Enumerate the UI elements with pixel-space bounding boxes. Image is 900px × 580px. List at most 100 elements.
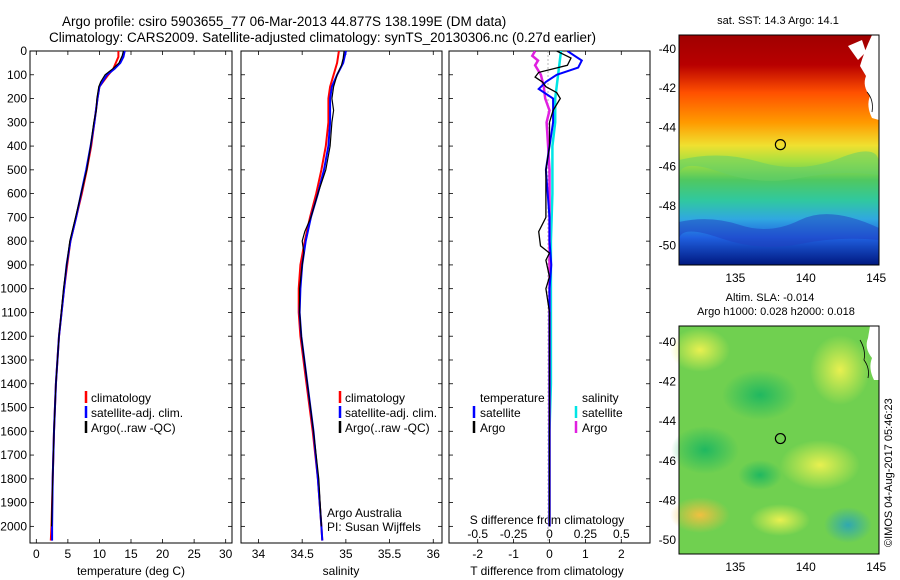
sst-lon-tick: 140 — [796, 271, 816, 285]
sst-cold-band — [679, 214, 879, 247]
depth-tick-label: 1800 — [0, 472, 27, 486]
salinity-climatology-line — [297, 51, 340, 541]
sal-tick-label: 34.5 — [290, 547, 314, 561]
sla-anomaly-blob — [824, 507, 872, 543]
sdiff-tick-label: 0.5 — [613, 527, 630, 541]
sst-lon-tick: 145 — [866, 271, 886, 285]
temp-tick-label: 15 — [124, 547, 138, 561]
sla-anomaly-blob — [722, 370, 798, 420]
legend-label-climatology: climatology — [91, 391, 151, 405]
sla-lon-tick: 140 — [796, 560, 816, 574]
title-line-1: Argo profile: csiro 5903655_77 06-Mar-20… — [62, 14, 506, 29]
title-line-2: Climatology: CARS2009. Satellite-adjuste… — [49, 30, 596, 45]
legend-label-satellite: satellite-adj. clim. — [345, 406, 437, 420]
depth-tick-label: 0 — [20, 44, 27, 58]
sal-tick-label: 34 — [252, 547, 266, 561]
sla-lat-tick: -46 — [659, 454, 677, 468]
sla-lon-ticks: 135 140 145 — [725, 560, 886, 574]
sdiff-tick-label: -0.25 — [500, 527, 528, 541]
legend-label-climatology: climatology — [345, 391, 405, 405]
salinity-axes-frame — [240, 50, 443, 544]
legend-label-argo: Argo(..raw -QC) — [91, 421, 176, 435]
timestamp: ©IMOS 04-Aug-2017 05:46:23 — [883, 398, 895, 547]
temp-tick-label: 20 — [156, 547, 170, 561]
sla-lon-tick: 145 — [866, 560, 886, 574]
depth-tick-label: 2000 — [0, 519, 27, 533]
sla-map: Altim. SLA: -0.014 Argo h1000: 0.028 h20… — [670, 292, 880, 555]
depth-tick-label: 300 — [7, 115, 27, 129]
tdiff-tick-label: 0 — [546, 547, 553, 561]
salinity-satellite-line — [298, 51, 347, 541]
sst-land-mask — [860, 35, 879, 120]
sal-tick-label: 35.5 — [378, 547, 402, 561]
depth-tick-label: 1000 — [0, 282, 27, 296]
sst-coastline — [866, 91, 873, 113]
sla-lat-tick: -50 — [659, 533, 677, 547]
sst-front-band — [679, 151, 880, 181]
t-diff-x-ticks: -2 -1 0 1 2 — [472, 547, 625, 561]
depth-tick-label: 500 — [7, 163, 27, 177]
salinity-xlabel: salinity — [323, 564, 360, 578]
sla-title-line-2: Argo h1000: 0.028 h2000: 0.018 — [697, 306, 855, 318]
sst-map-frame — [678, 34, 880, 266]
sla-map-frame — [678, 325, 880, 555]
sla-lat-tick: -44 — [659, 414, 677, 428]
credit-line-1: Argo Australia — [327, 506, 402, 520]
temperature-legend: climatology satellite-adj. clim. Argo(..… — [84, 391, 183, 435]
sla-anomaly-blob — [780, 440, 860, 490]
sst-lon-tick: 135 — [725, 271, 745, 285]
salinity-diff-satellite-line — [548, 51, 563, 527]
sal-tick-label: 36 — [427, 547, 441, 561]
sla-lon-tick: 135 — [725, 560, 745, 574]
s-diff-x-ticks: -0.5 -0.25 0 0.25 0.5 — [467, 527, 630, 541]
depth-tick-label: 200 — [7, 92, 27, 106]
sst-lat-tick: -46 — [659, 160, 677, 174]
temp-tick-label: 25 — [187, 547, 201, 561]
depth-tick-label: 900 — [7, 258, 27, 272]
tdiff-tick-label: -2 — [472, 547, 483, 561]
temp-tick-label: 5 — [65, 547, 72, 561]
temperature-x-ticks: 0 5 10 15 20 25 30 — [33, 547, 233, 561]
sla-lat-tick: -42 — [659, 375, 677, 389]
temperature-climatology-line — [49, 51, 120, 541]
temperature-diff-satellite-line — [537, 51, 584, 527]
temp-tick-label: 0 — [33, 547, 40, 561]
salinity-diff-argo-line — [530, 51, 551, 527]
difference-legend: temperature satellite Argo salinity sate… — [472, 391, 623, 435]
sst-map: sat. SST: 14.3 Argo: 14.1 — [678, 15, 880, 266]
temp-tick-label: 10 — [93, 547, 107, 561]
depth-axis: 0 100 200 300 400 500 600 700 800 900 1000 1100 1200… — [0, 44, 27, 533]
depth-tick-label: 1700 — [0, 448, 27, 462]
depth-tick-label: 1400 — [0, 377, 27, 391]
tdiff-tick-label: 1 — [582, 547, 589, 561]
depth-tick-label: 1600 — [0, 424, 27, 438]
sst-island-mask — [848, 40, 866, 60]
sst-lat-tick: -40 — [659, 42, 677, 56]
sla-coastline — [859, 339, 869, 379]
s-diff-xlabel: S difference from climatology — [470, 513, 625, 527]
sla-lat-ticks: -40 -42 -44 -46 -48 -50 — [659, 335, 677, 547]
sst-lon-ticks: 135 140 145 — [725, 271, 886, 285]
diff-legend-temperature-title: temperature — [480, 391, 545, 405]
sla-float-position-marker — [774, 432, 786, 445]
salinity-x-ticks: 34 34.5 35 35.5 36 — [252, 547, 440, 561]
sst-lat-tick: -50 — [659, 238, 677, 252]
depth-tick-label: 700 — [7, 210, 27, 224]
tdiff-tick-label: 2 — [618, 547, 625, 561]
sla-anomaly-blob — [670, 328, 730, 372]
depth-tick-label: 100 — [7, 68, 27, 82]
sla-anomaly-blob — [738, 460, 782, 490]
depth-tick-label: 1500 — [0, 401, 27, 415]
sdiff-tick-label: 0 — [546, 527, 553, 541]
salinity-legend: climatology satellite-adj. clim. Argo(..… — [338, 391, 437, 435]
sla-anomaly-blob — [670, 497, 730, 533]
sdiff-tick-label: 0.25 — [574, 527, 598, 541]
sst-map-title: sat. SST: 14.3 Argo: 14.1 — [717, 15, 839, 27]
salinity-argo-line — [299, 51, 345, 527]
sst-lat-tick: -48 — [659, 199, 677, 213]
depth-tick-label: 400 — [7, 139, 27, 153]
depth-tick-label: 800 — [7, 234, 27, 248]
legend-label-satellite: satellite-adj. clim. — [91, 406, 183, 420]
sdiff-tick-label: -0.5 — [467, 527, 488, 541]
temperature-diff-argo-line — [534, 51, 572, 527]
